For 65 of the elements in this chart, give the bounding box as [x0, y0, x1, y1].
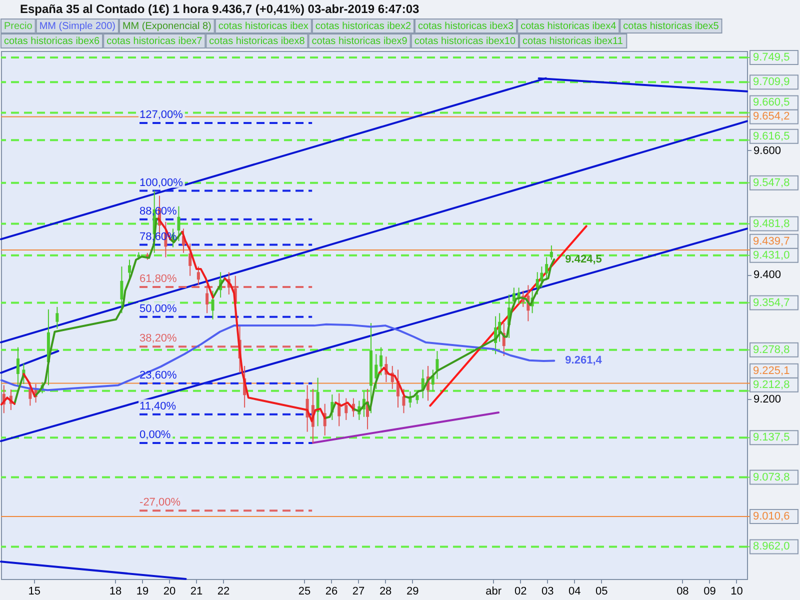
text: MM (Exponencial 8): [122, 21, 212, 32]
data-label: 9.424,5: [565, 253, 602, 266]
ref-line-label: 9.431,0: [753, 249, 790, 262]
x-tick-label: 08: [676, 586, 689, 598]
data-label: 9.261,4: [565, 354, 603, 367]
ref-line-label: 9.660,5: [753, 96, 790, 109]
ref-line-label: 9.654,2: [753, 110, 790, 123]
x-tick-label: 02: [514, 586, 527, 598]
annotation: 61,80%: [140, 273, 178, 286]
ref-line-label: 8.962,0: [753, 540, 790, 553]
x-tick-label: 28: [379, 586, 392, 598]
text: cotas historicas ibex3: [418, 21, 514, 32]
x-tick-label: 27: [352, 586, 365, 598]
annotation: 127,00%: [140, 109, 184, 122]
y-tick-label: 9.600: [754, 144, 782, 157]
x-tick-label: 03: [542, 586, 554, 598]
annotation: 0,00%: [140, 428, 171, 441]
ref-line-label: 9.073,8: [753, 471, 790, 484]
ref-line-label: 9.709,9: [753, 76, 790, 88]
x-tick-label: 05: [596, 586, 608, 598]
text: cotas historicas ibex: [218, 21, 308, 32]
annotation: 23,60%: [140, 369, 178, 382]
text: cotas historicas ibex4: [520, 21, 617, 32]
text: Precio: [4, 21, 33, 32]
ref-line-label: 9.212,8: [753, 378, 790, 391]
chart-title: España 35 al Contado (1€) 1 hora 9.436,7 (+0,41%) 03-abr-2019 6:47:03: [20, 2, 420, 16]
annotation: 50,00%: [140, 302, 178, 315]
ref-line-label: 9.354,7: [753, 296, 790, 309]
y-tick-label: 9.400: [754, 269, 782, 282]
x-tick-label: 10: [730, 586, 743, 598]
ref-line-label: 9.137,5: [753, 432, 790, 444]
x-tick-label: 15: [28, 586, 41, 598]
text: cotas historicas ibex9: [312, 36, 408, 47]
x-tick-label: 22: [217, 586, 230, 598]
x-tick-label: 19: [136, 586, 149, 598]
text: cotas historicas ibex8: [209, 36, 306, 47]
text: cotas historicas ibex6: [4, 36, 100, 47]
ref-line-label: 9.749,5: [753, 52, 790, 64]
x-tick-label: 04: [568, 586, 581, 598]
x-tick-label: 20: [163, 586, 176, 598]
ref-line-label: 9.225,1: [753, 364, 790, 377]
annotation: 11,40%: [140, 400, 176, 412]
ref-line-label: 9.278,8: [753, 344, 790, 356]
ref-line-label: 9.547,8: [753, 176, 790, 189]
ref-line-label: 9.439,7: [753, 235, 790, 248]
text: cotas historicas ibex11: [522, 36, 624, 47]
x-tick-label: 25: [298, 586, 311, 598]
ref-line-label: 9.616,5: [753, 130, 790, 142]
x-tick-label: 18: [109, 586, 122, 598]
x-tick-label: 21: [190, 586, 203, 598]
x-tick-label: 09: [704, 586, 716, 598]
ref-line-label: 9.481,8: [753, 218, 790, 230]
text: cotas historicas ibex5: [623, 21, 720, 32]
text: MM (Simple 200): [39, 21, 116, 32]
ref-line-label: 9.010,6: [753, 510, 790, 523]
annotation: -27,00%: [140, 496, 181, 509]
text: cotas historicas ibex2: [315, 21, 412, 32]
text: cotas historicas ibex7: [106, 36, 203, 47]
x-tick-label: 29: [406, 586, 419, 598]
annotation: 100,00%: [140, 176, 184, 189]
annotation: 38,20%: [140, 332, 178, 345]
x-tick-label: 26: [325, 586, 338, 598]
x-tick-label: abr: [486, 586, 502, 598]
text: cotas historicas ibex10: [414, 36, 516, 47]
y-tick-label: 9.200: [754, 393, 782, 406]
